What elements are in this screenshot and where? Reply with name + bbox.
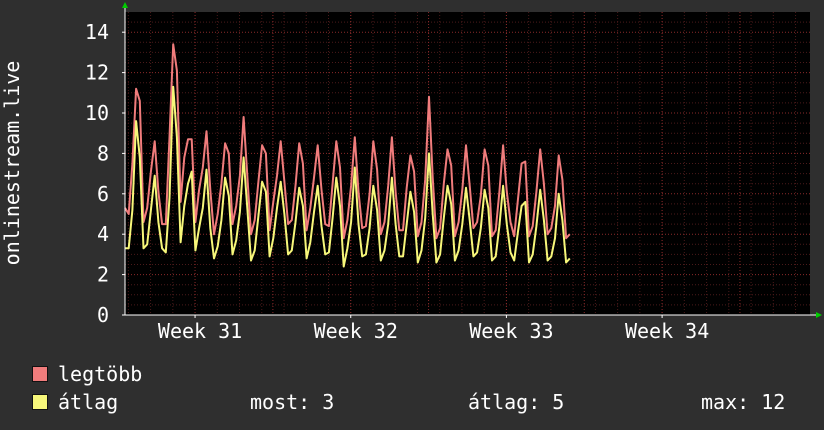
y-tick-label: 10 xyxy=(85,101,109,125)
y-tick-label: 8 xyxy=(97,141,109,165)
x-tick-labels: Week 31 Week 32 Week 33 Week 34 xyxy=(158,319,709,343)
axes-layer xyxy=(122,2,822,318)
legend-avg-swatch xyxy=(32,394,48,410)
y-tick-label: 14 xyxy=(85,20,109,44)
legend-max: legtöbb xyxy=(32,362,142,386)
legend-max-swatch xyxy=(32,366,48,382)
series-line-0 xyxy=(124,43,571,240)
y-tick-label: 12 xyxy=(85,61,109,85)
x-tick-label: Week 31 xyxy=(158,319,242,343)
x-tick-label: Week 33 xyxy=(469,319,553,343)
stat-maximum: max: 12 xyxy=(701,390,786,414)
stat-current: most: 3 xyxy=(250,390,335,414)
legend-avg: átlag most: 3 átlag: 5 max: 12 xyxy=(32,390,812,414)
y-tick-labels: 0 2 4 6 8 10 12 14 xyxy=(85,20,109,327)
y-tick-label: 0 xyxy=(97,303,109,327)
legend-max-label: legtöbb xyxy=(58,362,143,386)
y-tick-label: 6 xyxy=(97,182,109,206)
x-tick-label: Week 32 xyxy=(314,319,398,343)
series-layer xyxy=(124,43,571,268)
legend-avg-label: átlag xyxy=(58,390,119,414)
stat-average: átlag: 5 xyxy=(468,390,565,414)
series-line-1 xyxy=(125,85,571,268)
y-tick-label: 2 xyxy=(97,263,109,287)
x-tick-label: Week 34 xyxy=(625,319,709,343)
y-axis-label: onlinestream.live xyxy=(0,61,24,266)
y-tick-label: 4 xyxy=(97,222,109,246)
x-axis-arrow xyxy=(816,312,822,318)
y-axis-arrow xyxy=(122,2,128,8)
grid-minor xyxy=(125,12,810,315)
